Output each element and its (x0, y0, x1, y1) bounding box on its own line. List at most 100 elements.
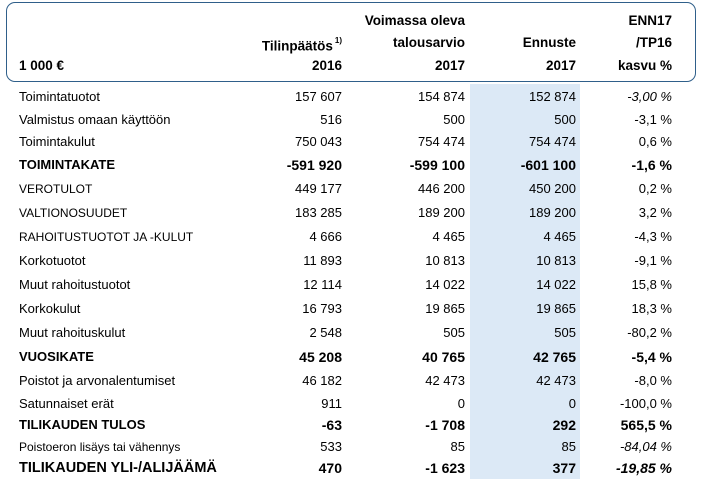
cell-enn2017: 754 474 (529, 134, 576, 149)
table-row: Poistot ja arvonalentumiset 46 182 42 47… (0, 370, 704, 392)
cell-ta2017: 505 (443, 325, 465, 340)
cell-tp2016: 157 607 (295, 89, 342, 104)
row-label: Muut rahoitustuotot (19, 277, 131, 292)
cell-tp2016: 46 182 (302, 373, 342, 388)
table-row: Muut rahoitustuotot 12 114 14 022 14 022… (0, 274, 704, 296)
row-label: TOIMINTAKATE (19, 157, 116, 172)
table-row: Valmistus omaan käyttöön 516 500 500 -3,… (0, 109, 704, 131)
cell-ta2017: -1 708 (425, 417, 465, 433)
cell-tp2016: 16 793 (302, 301, 342, 316)
row-label: Satunnaiset erät (19, 396, 114, 411)
cell-ta2017: 754 474 (418, 134, 465, 149)
row-label: VALTIONOSUUDET (19, 206, 128, 220)
cell-kasvu: -3,00 % (627, 89, 672, 104)
cell-ta2017: 154 874 (418, 89, 465, 104)
cell-ta2017: 4 465 (432, 229, 465, 244)
cell-ta2017: 446 200 (418, 181, 465, 196)
cell-ta2017: 85 (450, 439, 465, 454)
row-label: Muut rahoituskulut (19, 325, 126, 340)
header-col3-line1: Ennuste (522, 35, 576, 50)
row-label: TILIKAUDEN YLI-/ALIJÄÄMÄ (19, 460, 217, 476)
row-label: RAHOITUSTUOTOT JA -KULUT (19, 230, 194, 244)
cell-tp2016: 183 285 (295, 205, 342, 220)
table-row: Muut rahoituskulut 2 548 505 505 -80,2 % (0, 322, 704, 344)
cell-enn2017: 14 022 (536, 277, 576, 292)
table-row: RAHOITUSTUOTOT JA -KULUT 4 666 4 465 4 4… (0, 226, 704, 248)
cell-kasvu: -19,85 % (615, 460, 672, 476)
header-col1-line1: Tilinpäätös 1) (262, 35, 342, 55)
cell-kasvu: -84,04 % (619, 439, 672, 454)
cell-enn2017: 377 (552, 460, 576, 476)
cell-enn2017: 42 765 (533, 349, 576, 365)
table-row: TILIKAUDEN TULOS -63 -1 708 292 565,5 % (0, 414, 704, 436)
cell-kasvu: 15,8 % (631, 277, 672, 292)
row-label: Korkotuotot (19, 253, 86, 268)
header-col1-year: 2016 (311, 58, 342, 73)
cell-tp2016: 2 548 (309, 325, 342, 340)
row-label: Valmistus omaan käyttöön (19, 112, 171, 127)
header-col2-year: 2017 (434, 58, 465, 73)
row-label: TILIKAUDEN TULOS (19, 417, 146, 432)
header-col4-line0: ENN17 (628, 13, 672, 28)
cell-kasvu: -4,3 % (634, 229, 672, 244)
table-row: VEROTULOT 449 177 446 200 450 200 0,2 % (0, 178, 704, 200)
table-row: Satunnaiset erät 911 0 0 -100,0 % (0, 393, 704, 415)
header-col2-line0: Voimassa oleva (364, 13, 465, 28)
row-label: Poistot ja arvonalentumiset (19, 373, 176, 388)
cell-ta2017: 14 022 (425, 277, 465, 292)
cell-enn2017: 189 200 (529, 205, 576, 220)
cell-kasvu: -9,1 % (634, 253, 672, 268)
cell-kasvu: 0,2 % (638, 181, 672, 196)
table-row: VALTIONOSUUDET 183 285 189 200 189 200 3… (0, 202, 704, 224)
cell-enn2017: 450 200 (529, 181, 576, 196)
table-row: Poistoeron lisäys tai vähennys 533 85 85… (0, 436, 704, 458)
cell-enn2017: 19 865 (536, 301, 576, 316)
cell-tp2016: 449 177 (295, 181, 342, 196)
cell-ta2017: 40 765 (422, 349, 465, 365)
cell-ta2017: 42 473 (425, 373, 465, 388)
cell-tp2016: 12 114 (303, 277, 342, 292)
cell-ta2017: 0 (457, 396, 465, 411)
cell-tp2016: 533 (320, 439, 342, 454)
cell-tp2016: 45 208 (299, 349, 342, 365)
cell-ta2017: 189 200 (418, 205, 465, 220)
header-col4-line2: kasvu % (617, 58, 672, 73)
unit-label: 1 000 € (19, 58, 65, 73)
cell-ta2017: -1 623 (425, 460, 465, 476)
table-row: Toimintatuotot 157 607 154 874 152 874 -… (0, 86, 704, 108)
cell-ta2017: 19 865 (425, 301, 465, 316)
cell-enn2017: 0 (568, 396, 576, 411)
cell-enn2017: 505 (554, 325, 576, 340)
cell-ta2017: 500 (443, 112, 465, 127)
table-row: Korkotuotot 11 893 10 813 10 813 -9,1 % (0, 250, 704, 272)
header-col3-year: 2017 (545, 58, 576, 73)
cell-kasvu: 3,2 % (638, 205, 672, 220)
table-row: TILIKAUDEN YLI-/ALIJÄÄMÄ 470 -1 623 377 … (0, 457, 704, 479)
row-label: VEROTULOT (19, 182, 93, 196)
header-col4-line1: /TP16 (635, 35, 672, 50)
cell-kasvu: -100,0 % (619, 396, 672, 411)
cell-tp2016: -591 920 (286, 157, 342, 173)
table-row: TOIMINTAKATE -591 920 -599 100 -601 100 … (0, 154, 704, 176)
cell-ta2017: 10 813 (425, 253, 465, 268)
cell-kasvu: -80,2 % (627, 325, 672, 340)
cell-kasvu: 0,6 % (638, 134, 672, 149)
header-col2-line1: talousarvio (392, 35, 465, 50)
forecast-column-highlight (470, 84, 580, 479)
table-row: Korkokulut 16 793 19 865 19 865 18,3 % (0, 298, 704, 320)
cell-kasvu: 18,3 % (631, 301, 672, 316)
row-label: Toimintakulut (19, 134, 95, 149)
cell-enn2017: -601 100 (520, 157, 576, 173)
cell-kasvu: -1,6 % (631, 157, 672, 173)
cell-enn2017: 85 (561, 439, 576, 454)
footnote-marker: 1) (334, 36, 342, 45)
cell-kasvu: -5,4 % (631, 349, 672, 365)
header-col1-title: Tilinpäätös (261, 38, 333, 54)
row-label: Toimintatuotot (19, 89, 100, 104)
cell-enn2017: 152 874 (529, 89, 576, 104)
cell-tp2016: 516 (320, 112, 342, 127)
cell-tp2016: 911 (321, 396, 342, 411)
cell-kasvu: -8,0 % (634, 373, 672, 388)
cell-tp2016: -63 (321, 417, 342, 433)
